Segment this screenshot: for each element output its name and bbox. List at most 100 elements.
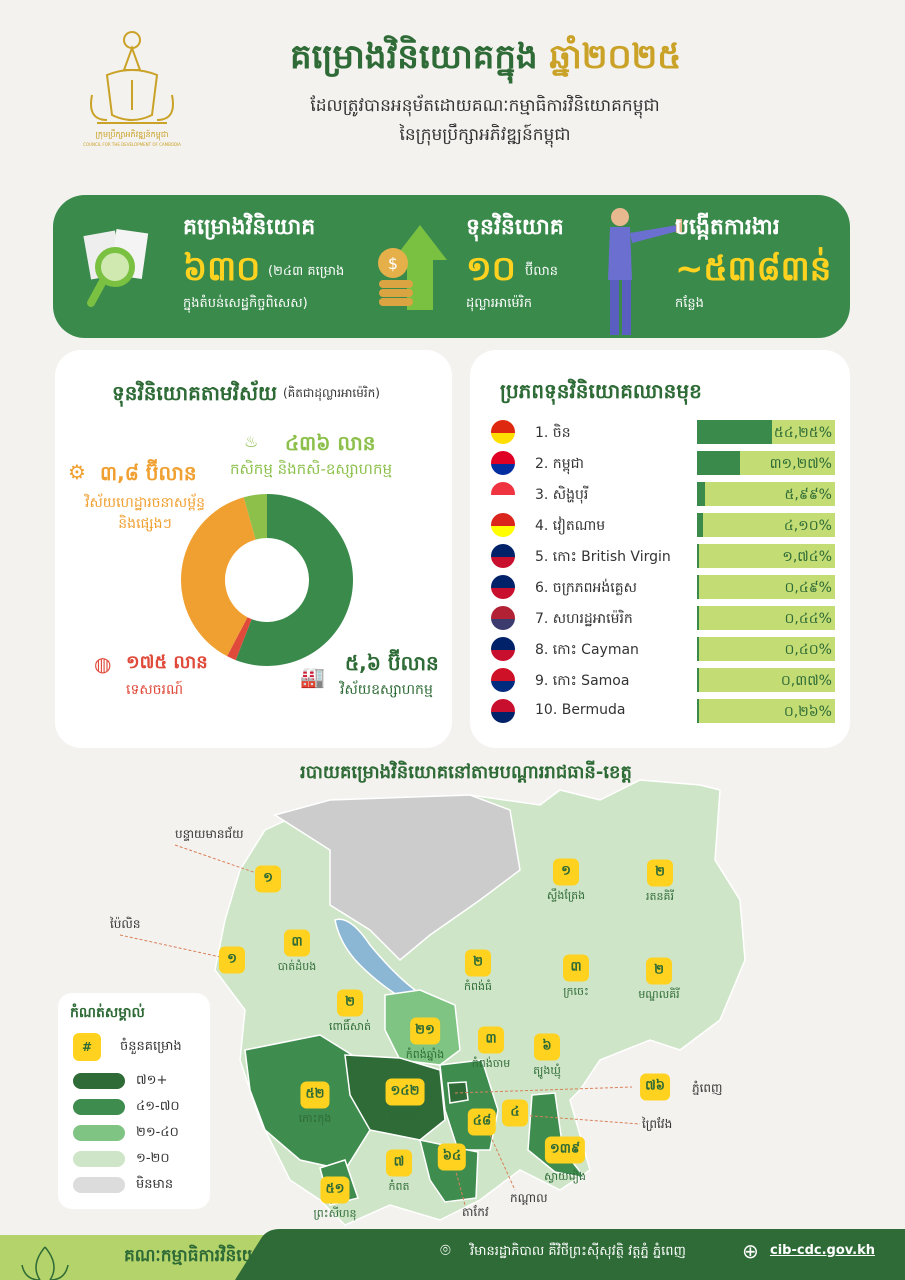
map-phnom-penh [447, 1081, 469, 1104]
ranking-bar: ០,៤០% [697, 637, 835, 661]
samoa-flag-icon [491, 668, 515, 692]
logo-subtext: COUNCIL FOR THE DEVELOPMENT OF CAMBODIA [83, 142, 181, 147]
ranking-bar: ០,៤៩% [697, 575, 835, 599]
ranking-bar: ៤,១០% [697, 513, 835, 537]
sector-title-note: (គិតជាដុល្លារអាម៉េរិក) [283, 386, 380, 400]
ranking-bar-fill [697, 513, 703, 537]
ranking-bar: ៥៤,២៥% [697, 420, 835, 444]
ranking-title: ប្រភពទុនវិនិយោគឈានមុខ [500, 379, 702, 403]
ranking-pct: ៤,១០% [783, 518, 832, 534]
footer-address: វិមានរដ្ឋាភិបាល គឺវិថីព្រះស៊ីសុវត្ថិ វត្… [470, 1244, 686, 1259]
donut-slice [235, 494, 353, 666]
province-count-badge: ៥១ [320, 1176, 350, 1204]
map-title: របាយគម្រោងវិនិយោគនៅតាមបណ្ដាររាជធានី-ខេត្… [300, 762, 632, 783]
legend-range-label: មិនមាន [136, 1177, 174, 1192]
businessman-icon [608, 208, 682, 335]
vietnam-flag-icon [491, 513, 515, 537]
province-name: កំពង់ចាម [471, 1057, 511, 1070]
legend-swatch [73, 1125, 125, 1141]
province-count-badge: ២ [646, 957, 672, 985]
stat-capital-unit: ប៊ីលាន [525, 264, 559, 279]
factory-icon: 🏭 [300, 665, 325, 689]
legend-swatch [73, 1073, 125, 1089]
province-name: ប៉ៃលិន [110, 917, 141, 931]
ranking-bar: ៥,៩៩% [697, 482, 835, 506]
globe-icon: ◍ [94, 652, 112, 676]
legend-range-label: ៤១-៧០ [136, 1099, 180, 1114]
tourism-value: ១៧៥ លាន [126, 652, 208, 673]
country-name: 4. វៀតណាម [535, 518, 606, 534]
ranking-bar: ៣១,២៧% [697, 451, 835, 475]
province-count-badge: ២ [337, 989, 363, 1017]
country-name: 10. Bermuda [535, 702, 626, 718]
country-name: 9. កោះ Samoa [535, 673, 630, 689]
country-name: 7. សហរដ្ឋអាម៉េរិក [535, 611, 633, 627]
ranking-pct: ៥៤,២៥% [773, 425, 832, 441]
province-name: ព្រៃវែង [642, 1117, 673, 1131]
website-link[interactable]: cib-cdc.gov.kh [770, 1243, 876, 1258]
province-count-badge: ៤៨ [467, 1108, 497, 1136]
stat-capital-heading: ទុនវិនិយោគ [466, 215, 564, 240]
province-name: ភ្នំពេញ [692, 1081, 723, 1095]
usa-flag-icon [491, 606, 515, 630]
cambodia-flag-icon [491, 451, 515, 475]
province-count-badge: ៧៦ [640, 1073, 670, 1101]
province-count-badge: ៦៤ [437, 1143, 467, 1171]
stat-projects-unit: (២៤៣ គម្រោង [268, 264, 345, 279]
province-name: ក្រចេះ [563, 985, 589, 998]
ranking-pct: ៣១,២៧% [769, 456, 832, 472]
infra-value: ៣,៨ ប៊ីលាន [100, 461, 197, 485]
uk-flag-icon [491, 575, 515, 599]
ranking-bar-fill [697, 699, 700, 723]
infra-name: វិស័យហេដ្ឋារចនាសម្ព័ន្ធ និងផ្សេងៗ [85, 495, 205, 532]
country-name: 8. កោះ Cayman [535, 642, 639, 658]
donut-slice [181, 497, 256, 657]
stat-capital-note: ដុល្លារអាម៉េរិក [466, 296, 533, 311]
province-name: ស្វាយរៀង [544, 1170, 586, 1183]
industry-name: វិស័យឧស្សាហកម្ម [340, 682, 433, 698]
plant-icon: ♨ [244, 432, 259, 451]
country-name: 1. ចិន [535, 425, 571, 441]
map-svay-rieng [527, 1092, 587, 1180]
province-count-badge: ៣ [563, 954, 589, 982]
legend-range-label: ៧១+ [136, 1073, 168, 1088]
ranking-pct: ០,២៦% [783, 704, 832, 720]
ranking-pct: ០,៤៤% [784, 611, 833, 627]
province-name: កំពង់ឆ្នាំង [405, 1048, 445, 1061]
ranking-pct: ៥,៩៩% [784, 487, 833, 503]
donut-slice [227, 617, 252, 661]
ranking-bar: ០,៤៤% [697, 606, 835, 630]
province-name: ព្រះសីហនុ [313, 1207, 357, 1220]
ranking-bar-fill [697, 668, 700, 692]
ranking-bar-fill [697, 482, 706, 506]
agri-value: ៤៣៦ លាន [285, 431, 376, 455]
china-flag-icon [491, 420, 515, 444]
logo-text: ក្រុមប្រឹក្សាអភិវឌ្ឍន៍កម្ពុជា [96, 129, 169, 141]
province-name: កំពង់ធំ [464, 980, 492, 993]
location-pin-icon: ⌾ [440, 1240, 451, 1261]
cayman-flag-icon [491, 637, 515, 661]
stat-jobs-value: ~៥៣៨៣ន់ [675, 249, 832, 289]
summary-banner: គម្រោងវិនិយោគ ៦៣០ (២៤៣ គម្រោង ក្នុងតំបន់… [53, 195, 850, 338]
province-name: បន្ទាយមានជ័យ [175, 827, 244, 841]
stat-projects-note: ក្នុងតំបន់សេដ្ឋកិច្ចពិសេស) [183, 296, 308, 311]
province-count-badge: ៣ [284, 929, 310, 957]
province-count-badge: ៦ [534, 1033, 560, 1061]
tourism-name: ទេសចរណ៍ [126, 682, 184, 698]
province-count-badge: ១ [553, 858, 579, 886]
bermuda-flag-icon [491, 699, 515, 723]
ranking-bar: ០,២៦% [697, 699, 835, 723]
province-name: ស្ទឹងត្រែង [546, 889, 586, 902]
ranking-bar-fill [697, 606, 700, 630]
province-count-badge: ៥២ [300, 1081, 330, 1109]
province-name: តាកែវ [462, 1205, 489, 1219]
page-title: គម្រោងវិនិយោគក្នុង ឆ្នាំ២០២៥ [290, 35, 681, 85]
footer-org: គណៈកម្មាធិការវិនិយោគកម្ពុជា [124, 1246, 312, 1266]
province-name: រតនគិរី [646, 890, 674, 903]
donut-slice [243, 494, 267, 540]
legend-swatch [73, 1177, 125, 1193]
ranking-bar-fill [697, 637, 700, 661]
svg-text:$: $ [388, 254, 398, 273]
sector-donut-chart [181, 494, 353, 666]
industry-value: ៥,៦ ប៊ីលាន [345, 651, 439, 675]
